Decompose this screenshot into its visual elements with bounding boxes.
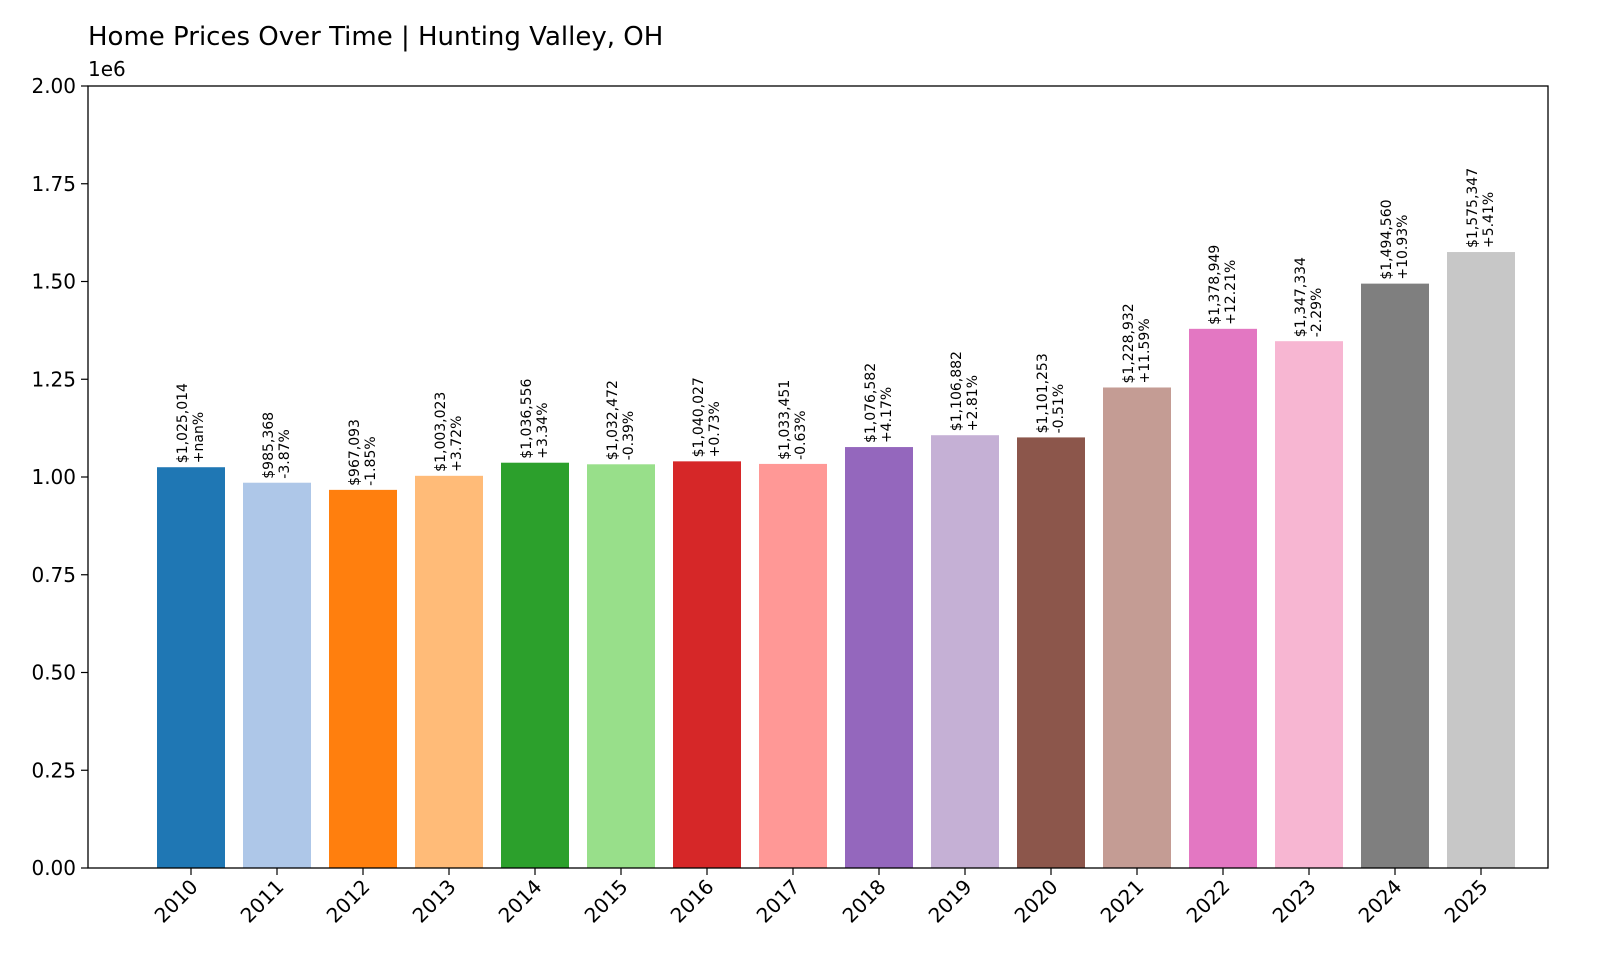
y-tick-label: 1.00 xyxy=(31,465,76,489)
x-axis: 2010 2011 2012 2013 2014 2015 2016 2017 2018 2019… xyxy=(150,868,1493,928)
bar-change-label: -1.85% xyxy=(363,436,379,486)
y-tick-label: 1.75 xyxy=(31,172,76,196)
bar-change-label: +11.59% xyxy=(1137,318,1153,383)
x-tick-label-2018: 2018 xyxy=(838,875,891,928)
bar-value-label: $1,494,560 xyxy=(1379,199,1395,279)
x-tick-label-2016: 2016 xyxy=(666,875,719,928)
bar-value-label: $1,378,949 xyxy=(1207,245,1223,325)
y-tick-label: 1.50 xyxy=(31,270,76,294)
bar-2025 xyxy=(1447,252,1515,869)
bar-2015 xyxy=(587,464,655,868)
bar-value-label: $1,228,932 xyxy=(1121,303,1137,383)
x-tick-label-2021: 2021 xyxy=(1096,875,1149,928)
bar-2023 xyxy=(1275,341,1343,869)
y-tick-label: 0.75 xyxy=(31,563,76,587)
bar-2024 xyxy=(1361,283,1429,868)
x-tick-label-2019: 2019 xyxy=(924,875,977,928)
bar-value-label: $1,025,014 xyxy=(175,383,191,463)
bar-2017 xyxy=(759,463,827,868)
x-tick-label-2020: 2020 xyxy=(1010,875,1063,928)
bar-2010 xyxy=(157,467,225,868)
x-tick-label-2010: 2010 xyxy=(150,875,203,928)
bar-value-label: $1,575,347 xyxy=(1465,168,1481,248)
plot-frame xyxy=(87,85,1549,869)
y-tick-label: 0.50 xyxy=(31,661,76,685)
bars-layer xyxy=(157,252,1515,869)
bar-change-label: -0.63% xyxy=(793,410,809,460)
x-tick-label-2024: 2024 xyxy=(1354,875,1407,928)
bar-label-group-2025: $1,575,347 +5.41% xyxy=(1465,168,1497,248)
bar-value-label: $1,347,334 xyxy=(1293,257,1309,337)
bar-value-label: $1,106,882 xyxy=(949,351,965,431)
bar-change-label: -3.87% xyxy=(277,429,293,479)
bar-annotations: $1,025,014 +nan% $985,368 -3.87% $967,093 -1.… xyxy=(175,168,1497,486)
bar-label-group-2015: $1,032,472 -0.39% xyxy=(605,380,637,460)
bar-change-label: +0.73% xyxy=(707,401,723,457)
y-axis: 0.00 0.25 0.50 0.75 1.00 1.25 1.50 1.75 2.00 xyxy=(31,74,88,880)
x-tick-label-2017: 2017 xyxy=(752,875,805,928)
bar-label-group-2012: $967,093 -1.85% xyxy=(347,419,379,486)
bar-change-label: -0.39% xyxy=(621,411,637,461)
y-tick-label: 0.00 xyxy=(31,856,76,880)
x-tick-label-2012: 2012 xyxy=(322,875,375,928)
bar-value-label: $1,101,253 xyxy=(1035,353,1051,433)
bar-label-group-2018: $1,076,582 +4.17% xyxy=(863,363,895,443)
bar-value-label: $1,036,556 xyxy=(519,378,535,458)
bar-2018 xyxy=(845,447,913,868)
x-tick-label-2011: 2011 xyxy=(236,875,289,928)
x-tick-label-2015: 2015 xyxy=(580,875,633,928)
bar-2016 xyxy=(673,461,741,868)
x-tick-label-2025: 2025 xyxy=(1440,875,1493,928)
bar-change-label: -0.51% xyxy=(1051,384,1067,434)
bar-change-label: +nan% xyxy=(191,412,207,463)
bar-value-label: $1,003,023 xyxy=(433,392,449,472)
bar-label-group-2013: $1,003,023 +3.72% xyxy=(433,392,465,472)
bar-change-label: +2.81% xyxy=(965,375,981,431)
y-tick-label: 0.25 xyxy=(31,758,76,782)
bar-label-group-2016: $1,040,027 +0.73% xyxy=(691,377,723,457)
bar-label-group-2024: $1,494,560 +10.93% xyxy=(1379,199,1411,279)
bar-label-group-2021: $1,228,932 +11.59% xyxy=(1121,303,1153,383)
chart-title: Home Prices Over Time | Hunting Valley, … xyxy=(88,22,663,52)
bar-change-label: +3.34% xyxy=(535,402,551,458)
bar-value-label: $985,368 xyxy=(261,412,277,479)
bar-label-group-2011: $985,368 -3.87% xyxy=(261,412,293,479)
y-tick-label: 2.00 xyxy=(31,74,76,98)
bar-2019 xyxy=(931,435,999,868)
bar-value-label: $1,032,472 xyxy=(605,380,621,460)
bar-label-group-2014: $1,036,556 +3.34% xyxy=(519,378,551,458)
bar-change-label: +12.21% xyxy=(1223,260,1239,325)
bar-label-group-2023: $1,347,334 -2.29% xyxy=(1293,257,1325,337)
bar-label-group-2019: $1,106,882 +2.81% xyxy=(949,351,981,431)
bar-2013 xyxy=(415,475,483,868)
bar-change-label: -2.29% xyxy=(1309,288,1325,338)
bar-2011 xyxy=(243,482,311,868)
bar-2022 xyxy=(1189,328,1257,868)
bar-value-label: $1,040,027 xyxy=(691,377,707,457)
x-tick-label-2023: 2023 xyxy=(1268,875,1321,928)
y-axis-offset-label: 1e6 xyxy=(88,57,126,81)
bar-value-label: $967,093 xyxy=(347,419,363,486)
bar-2021 xyxy=(1103,387,1171,868)
bar-label-group-2017: $1,033,451 -0.63% xyxy=(777,380,809,460)
bar-2020 xyxy=(1017,437,1085,868)
bar-2012 xyxy=(329,489,397,868)
bar-label-group-2022: $1,378,949 +12.21% xyxy=(1207,245,1239,325)
bar-label-group-2010: $1,025,014 +nan% xyxy=(175,383,207,463)
y-tick-label: 1.25 xyxy=(31,367,76,391)
bar-change-label: +5.41% xyxy=(1481,192,1497,248)
bar-change-label: +4.17% xyxy=(879,387,895,443)
x-tick-label-2013: 2013 xyxy=(408,875,461,928)
bar-change-label: +10.93% xyxy=(1395,215,1411,280)
x-tick-label-2022: 2022 xyxy=(1182,875,1235,928)
bar-change-label: +3.72% xyxy=(449,416,465,472)
bar-label-group-2020: $1,101,253 -0.51% xyxy=(1035,353,1067,433)
bar-value-label: $1,033,451 xyxy=(777,380,793,460)
bar-value-label: $1,076,582 xyxy=(863,363,879,443)
bar-2014 xyxy=(501,462,569,868)
x-tick-label-2014: 2014 xyxy=(494,875,547,928)
